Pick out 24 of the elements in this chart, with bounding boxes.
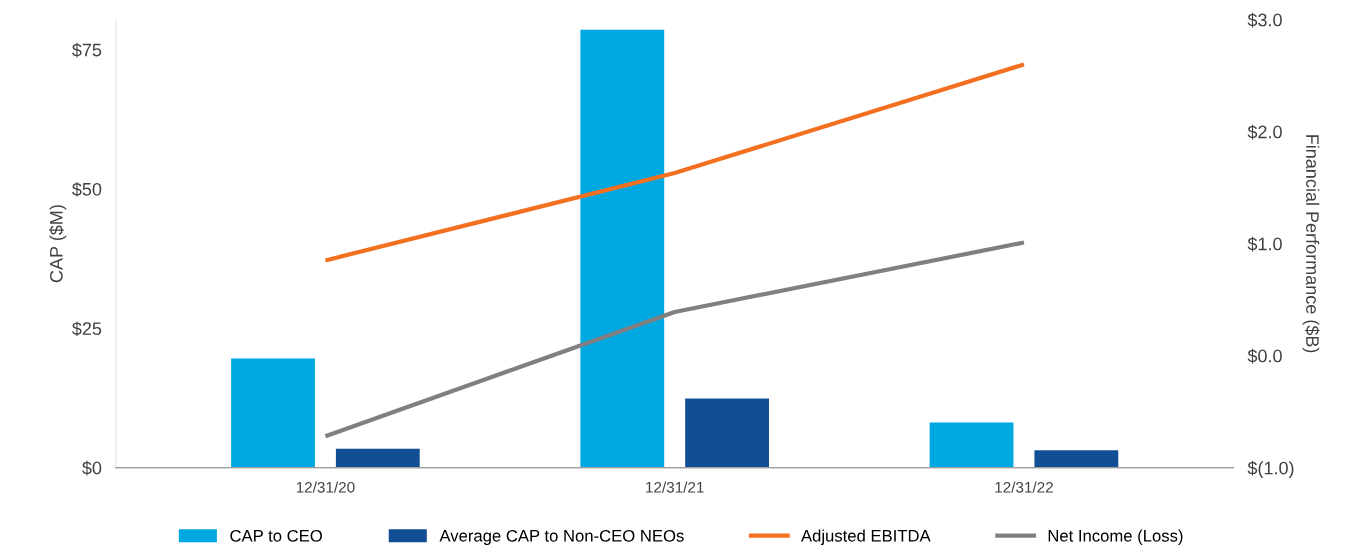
y-tick-label: $50	[72, 182, 102, 197]
y2-tick-label: $1.0	[1247, 236, 1282, 252]
y-axis-title: CAP ($M)	[49, 205, 67, 283]
y-tick-label: $75	[72, 42, 102, 58]
bar	[231, 358, 315, 468]
bar	[1034, 450, 1119, 468]
x-tick-label: 12/31/22	[995, 481, 1053, 493]
legend-label: Adjusted EBITDA	[801, 529, 931, 545]
bar	[929, 422, 1014, 468]
legend-label: Average CAP to Non-CEO NEOs	[439, 529, 684, 545]
y2-axis-title: Financial Performance ($B)	[1302, 135, 1320, 353]
legend-label: CAP to CEO	[230, 529, 322, 542]
bar	[685, 398, 769, 468]
bar	[580, 29, 665, 468]
y2-tick-label: $2.0	[1247, 124, 1282, 140]
y-tick-label: $25	[72, 321, 102, 337]
y-tick-label: $0	[82, 460, 102, 476]
y2-tick-label: $0.0	[1247, 348, 1282, 364]
x-tick-label: 12/31/21	[646, 481, 704, 493]
bar	[335, 448, 420, 468]
y2-tick-label: $(1.0)	[1247, 460, 1294, 479]
y2-tick-label: $3.0	[1247, 12, 1282, 28]
legend-label: Net Income (Loss)	[1048, 529, 1183, 545]
x-tick-label: 12/31/20	[296, 481, 355, 493]
